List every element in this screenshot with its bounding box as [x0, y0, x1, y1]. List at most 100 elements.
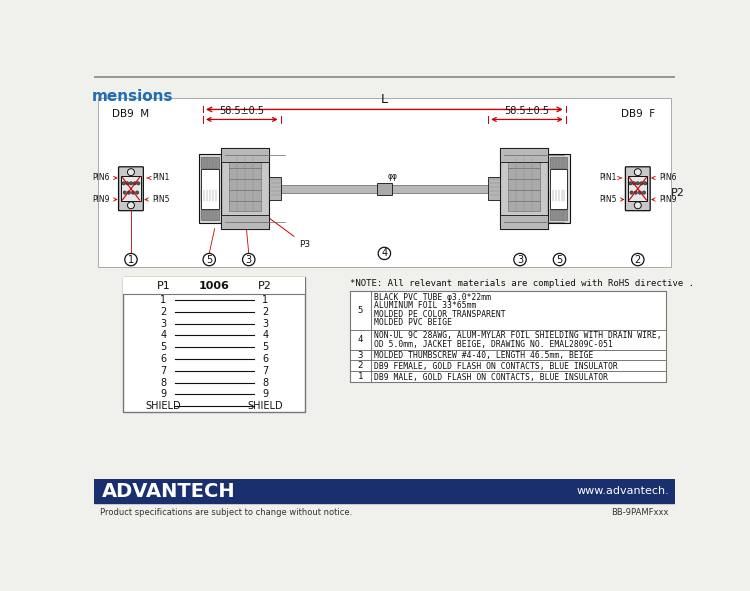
Text: 1006: 1006: [199, 281, 230, 291]
Text: *NOTE: All relevant materials are complied with RoHS directive .: *NOTE: All relevant materials are compli…: [350, 279, 694, 288]
Text: BB-9PAMFxxx: BB-9PAMFxxx: [611, 508, 669, 517]
Bar: [508, 179, 540, 190]
Bar: [280, 185, 488, 193]
Text: 5: 5: [358, 306, 363, 315]
FancyBboxPatch shape: [628, 176, 647, 201]
Bar: [202, 210, 218, 220]
Circle shape: [632, 254, 644, 266]
Text: ALUMINUM FOIL 33*65mm: ALUMINUM FOIL 33*65mm: [374, 301, 477, 310]
Text: 8: 8: [262, 378, 268, 388]
Circle shape: [378, 247, 391, 259]
Bar: [94, 479, 675, 504]
Bar: [508, 190, 540, 201]
Bar: [508, 201, 540, 212]
Text: 7: 7: [262, 366, 268, 376]
Text: 2: 2: [160, 307, 166, 317]
Circle shape: [128, 202, 134, 209]
Text: OD 5.0mm, JACKET BEIGE, DRAWING NO. EMAL2809C-051: OD 5.0mm, JACKET BEIGE, DRAWING NO. EMAL…: [374, 340, 614, 349]
Bar: [548, 154, 569, 223]
Bar: [220, 148, 269, 229]
Text: φφ: φφ: [388, 172, 398, 181]
Text: 9: 9: [262, 389, 268, 400]
Circle shape: [644, 181, 646, 185]
Text: 6: 6: [262, 354, 268, 364]
Text: 3: 3: [358, 350, 363, 359]
Bar: [229, 168, 261, 179]
Bar: [202, 157, 218, 168]
Bar: [202, 190, 218, 201]
Text: 5: 5: [556, 255, 562, 265]
Text: ADVANTECH: ADVANTECH: [101, 482, 236, 501]
Circle shape: [124, 254, 137, 266]
Bar: [202, 168, 218, 209]
Text: DB9  F: DB9 F: [621, 109, 655, 119]
Text: mensions: mensions: [92, 89, 174, 105]
Bar: [229, 158, 261, 168]
Text: 1: 1: [358, 372, 363, 381]
Bar: [123, 277, 305, 412]
Circle shape: [640, 181, 644, 185]
FancyBboxPatch shape: [626, 167, 650, 210]
Bar: [350, 291, 666, 382]
Bar: [500, 215, 548, 229]
Text: MOLDED PVC BEIGE: MOLDED PVC BEIGE: [374, 318, 452, 327]
Text: 5: 5: [160, 342, 166, 352]
Text: P2: P2: [671, 187, 685, 197]
Text: MOLDED PE COLOR TRANSPARENT: MOLDED PE COLOR TRANSPARENT: [374, 310, 506, 319]
Circle shape: [129, 181, 133, 185]
Circle shape: [122, 181, 125, 185]
Bar: [500, 148, 548, 229]
Text: PIN9: PIN9: [92, 195, 117, 204]
FancyBboxPatch shape: [122, 176, 141, 201]
Bar: [508, 158, 540, 168]
Bar: [500, 148, 548, 162]
Text: 2: 2: [262, 307, 268, 317]
Text: PIN5: PIN5: [145, 195, 170, 204]
Circle shape: [632, 181, 636, 185]
Text: Product specifications are subject to change without notice.: Product specifications are subject to ch…: [100, 508, 352, 517]
Text: 9: 9: [160, 389, 166, 400]
Circle shape: [628, 181, 632, 185]
Bar: [550, 210, 567, 220]
Text: 4: 4: [381, 248, 388, 258]
Text: DB9 FEMALE, GOLD FLASH ON CONTACTS, BLUE INSULATOR: DB9 FEMALE, GOLD FLASH ON CONTACTS, BLUE…: [374, 362, 618, 371]
Circle shape: [242, 254, 255, 266]
Text: 2: 2: [634, 255, 641, 265]
Circle shape: [634, 191, 638, 194]
Text: 6: 6: [160, 354, 166, 364]
Text: 3: 3: [246, 255, 252, 265]
Text: 1: 1: [262, 295, 268, 305]
Text: SHIELD: SHIELD: [146, 401, 181, 411]
Bar: [220, 215, 269, 229]
Circle shape: [642, 191, 646, 194]
Text: DB9  M: DB9 M: [112, 109, 149, 119]
Bar: [488, 177, 500, 200]
Bar: [550, 190, 567, 201]
Text: 7: 7: [160, 366, 166, 376]
Circle shape: [133, 181, 136, 185]
Circle shape: [630, 191, 633, 194]
Circle shape: [634, 202, 641, 209]
Circle shape: [514, 254, 526, 266]
Circle shape: [123, 191, 127, 194]
Circle shape: [638, 191, 641, 194]
Text: 4: 4: [262, 330, 268, 340]
Text: 58.5±0.5: 58.5±0.5: [219, 106, 264, 116]
Bar: [550, 168, 567, 209]
Circle shape: [128, 191, 130, 194]
Bar: [98, 98, 671, 267]
Text: MOLDED THUMBSCREW #4-40, LENGTH 46.5mm, BEIGE: MOLDED THUMBSCREW #4-40, LENGTH 46.5mm, …: [374, 351, 594, 361]
Circle shape: [554, 254, 566, 266]
Text: PIN6: PIN6: [652, 173, 676, 183]
Circle shape: [203, 254, 215, 266]
Bar: [376, 183, 392, 195]
Text: PIN6: PIN6: [92, 173, 117, 183]
FancyBboxPatch shape: [118, 167, 143, 210]
Text: 8: 8: [160, 378, 166, 388]
Bar: [229, 190, 261, 201]
Text: BLACK PVC TUBE φ3.0*22mm: BLACK PVC TUBE φ3.0*22mm: [374, 293, 491, 302]
Bar: [269, 177, 280, 200]
Text: 3: 3: [160, 319, 166, 329]
Text: www.advantech.: www.advantech.: [576, 486, 669, 496]
Bar: [123, 277, 305, 294]
